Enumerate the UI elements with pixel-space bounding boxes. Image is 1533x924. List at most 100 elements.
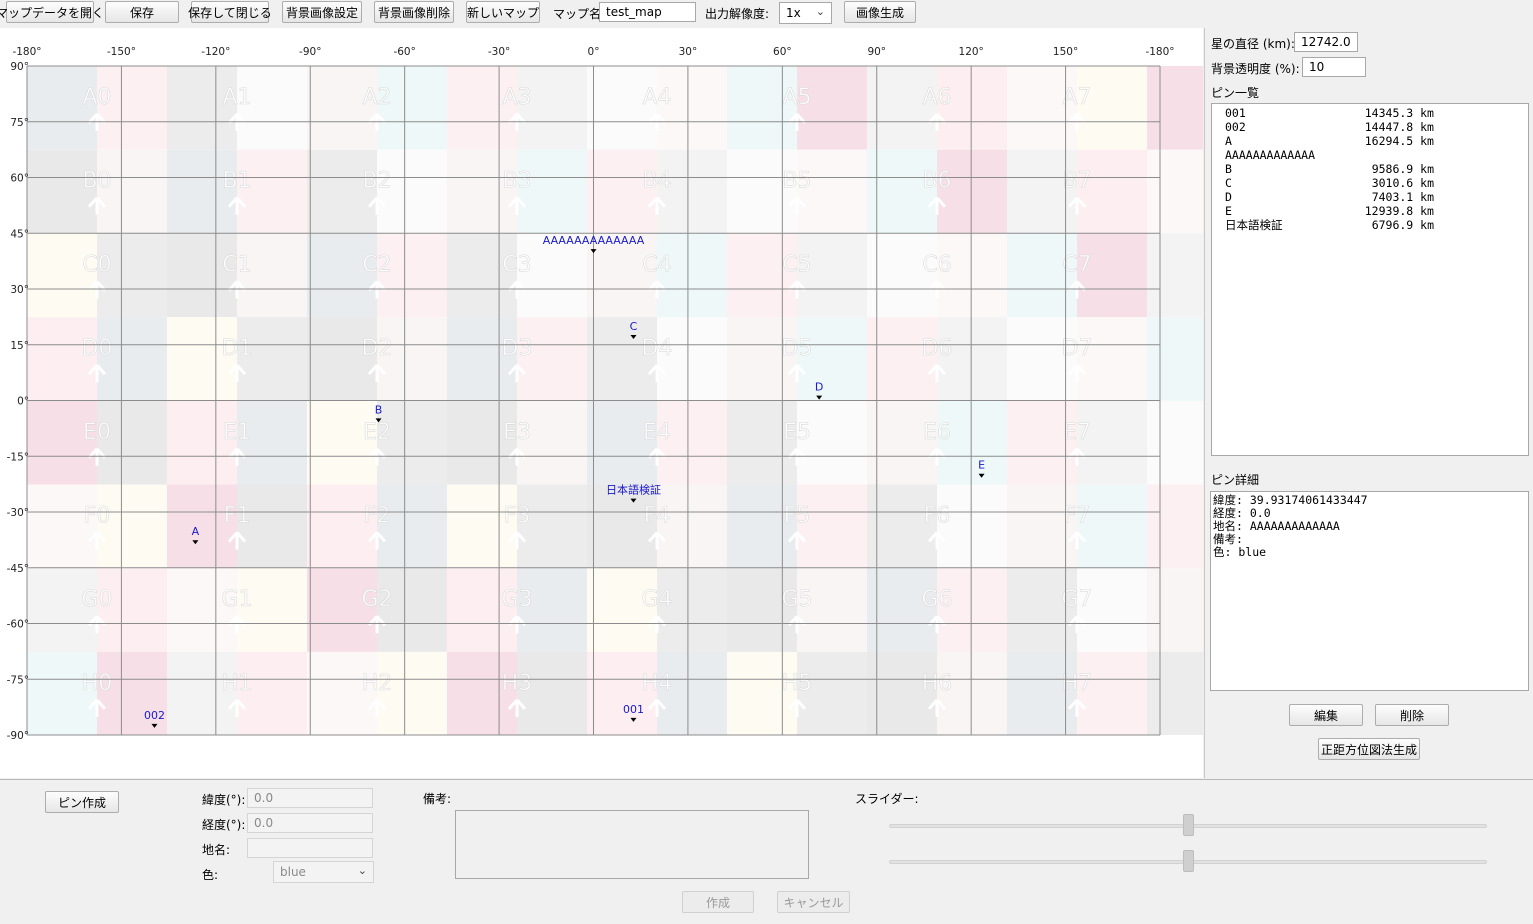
pin-label[interactable]: 001 bbox=[623, 703, 644, 716]
latitude-input[interactable]: 0.0 bbox=[247, 788, 373, 808]
planet-diameter-input[interactable]: 12742.0 bbox=[1294, 32, 1358, 52]
create-pin-button[interactable]: ピン作成 bbox=[45, 791, 119, 813]
pin-label[interactable]: 002 bbox=[144, 709, 165, 722]
background-opacity-input[interactable]: 10 bbox=[1302, 57, 1366, 77]
pin-marker-icon[interactable] bbox=[590, 249, 597, 254]
pin-marker-icon[interactable] bbox=[816, 395, 823, 400]
pin-marker-icon[interactable] bbox=[630, 717, 637, 722]
pin-label[interactable]: AAAAAAAAAAAAA bbox=[543, 234, 645, 247]
pin-list-item-distance: 12939.8 km bbox=[1364, 204, 1434, 218]
azimuthal-equidistant-button[interactable]: 正距方位図法生成 bbox=[1318, 738, 1420, 760]
map-pin[interactable]: C bbox=[630, 320, 638, 340]
tile-patch bbox=[1077, 400, 1147, 485]
arrow-up-icon bbox=[507, 196, 527, 215]
memo-textarea[interactable] bbox=[455, 810, 809, 879]
map-pin[interactable]: D bbox=[815, 381, 823, 400]
tile-patch bbox=[447, 66, 517, 150]
map-canvas[interactable]: A0 A1 A2 A3 A4 A5 A6 A7 B0 B1 B2 B3 B4 B5 B6 B7 C0 C1 C2 C3… bbox=[0, 28, 1203, 778]
tile-label: G7 bbox=[1061, 587, 1092, 612]
pin-detail-text[interactable]: 緯度: 39.93174061433447 経度: 0.0 地名: AAAAAAAA… bbox=[1210, 491, 1529, 691]
tile-patch bbox=[447, 484, 517, 569]
pin-list-item[interactable]: A 16294.5 km bbox=[1212, 134, 1528, 148]
pin-list-item[interactable]: 001 14345.3 km bbox=[1212, 106, 1528, 120]
tile-patch bbox=[937, 233, 1007, 318]
map-pin[interactable]: A bbox=[192, 525, 200, 545]
pin-marker-icon[interactable] bbox=[978, 473, 985, 478]
tile-patch bbox=[867, 484, 937, 569]
map-pin[interactable]: 001 bbox=[623, 703, 644, 722]
arrow-up-icon bbox=[787, 364, 807, 383]
tile-patch bbox=[307, 568, 377, 652]
tile-label: H5 bbox=[782, 671, 813, 696]
place-name-input[interactable] bbox=[247, 838, 373, 858]
output-resolution-select[interactable]: 1x ⌄ bbox=[779, 2, 832, 24]
set-background-image-button[interactable]: 背景画像設定 bbox=[282, 1, 362, 23]
map-pin[interactable]: 日本語検証 bbox=[606, 483, 661, 503]
tile-patch bbox=[587, 484, 657, 569]
pin-label[interactable]: 日本語検証 bbox=[606, 483, 661, 497]
create-button[interactable]: 作成 bbox=[682, 891, 754, 913]
longitude-input[interactable]: 0.0 bbox=[247, 813, 373, 833]
pin-label[interactable]: A bbox=[192, 525, 200, 538]
pin-list-item-name: D bbox=[1225, 190, 1232, 204]
pin-list-item[interactable]: 002 14447.8 km bbox=[1212, 120, 1528, 134]
pin-create-panel: ピン作成 緯度(°): 0.0 経度(°): 0.0 地名: 色: blue ⌄… bbox=[0, 779, 1533, 924]
pin-marker-icon[interactable] bbox=[630, 335, 637, 340]
map-pin[interactable]: 002 bbox=[144, 709, 165, 728]
tile-label: F0 bbox=[84, 504, 111, 529]
arrow-up-icon bbox=[87, 364, 107, 383]
tile-patch bbox=[167, 66, 237, 150]
pin-marker-icon[interactable] bbox=[151, 723, 158, 728]
color-label: 色: bbox=[202, 868, 219, 882]
tile-label: C2 bbox=[362, 252, 391, 277]
delete-background-image-button[interactable]: 背景画像削除 bbox=[374, 1, 454, 23]
tile-patch bbox=[587, 317, 657, 401]
arrow-up-icon bbox=[927, 196, 947, 215]
pin-list[interactable]: 001 14345.3 km 002 14447.8 km A 16294.5 km AAA… bbox=[1211, 103, 1529, 456]
pin-list-item[interactable]: 日本語検証 6796.9 km bbox=[1212, 218, 1528, 232]
longitude-labels: -180° -150° -120° -90° -60° -30° 0° 30° 60° 90° 12… bbox=[12, 46, 1174, 58]
save-and-close-button[interactable]: 保存して閉じる bbox=[188, 1, 272, 23]
map-pin[interactable]: B bbox=[375, 403, 383, 423]
new-map-button[interactable]: 新しいマップ bbox=[466, 1, 540, 23]
tile-patch bbox=[237, 651, 307, 736]
pin-label[interactable]: E bbox=[978, 459, 985, 472]
map-pin[interactable]: E bbox=[978, 459, 985, 478]
delete-button[interactable]: 削除 bbox=[1375, 704, 1449, 726]
edit-button[interactable]: 編集 bbox=[1289, 704, 1363, 726]
slider-2-thumb[interactable] bbox=[1183, 850, 1194, 872]
cancel-button[interactable]: キャンセル bbox=[777, 891, 850, 913]
pin-marker-icon[interactable] bbox=[375, 418, 382, 423]
slider-1-thumb[interactable] bbox=[1183, 814, 1194, 836]
tile-patch bbox=[1147, 484, 1203, 569]
pin-label[interactable]: B bbox=[375, 403, 383, 416]
latitude-label: -15° bbox=[7, 451, 29, 463]
arrow-up-icon bbox=[787, 698, 807, 717]
tile-patch bbox=[237, 233, 307, 318]
color-select[interactable]: blue ⌄ bbox=[273, 861, 374, 883]
pin-list-item-name: B bbox=[1225, 162, 1232, 176]
pin-list-item[interactable]: C 3010.6 km bbox=[1212, 176, 1528, 190]
tile-patch bbox=[307, 400, 377, 485]
tile-patch bbox=[167, 568, 237, 652]
pin-list-item[interactable]: B 9586.9 km bbox=[1212, 162, 1528, 176]
pin-marker-icon[interactable] bbox=[630, 498, 637, 503]
save-button[interactable]: 保存 bbox=[105, 1, 179, 23]
tile-label: H0 bbox=[82, 671, 113, 696]
pin-label[interactable]: C bbox=[630, 320, 638, 333]
map-pin[interactable]: AAAAAAAAAAAAA bbox=[543, 234, 645, 254]
pin-list-item[interactable]: E 12939.8 km bbox=[1212, 204, 1528, 218]
pin-list-item[interactable]: D 7403.1 km bbox=[1212, 190, 1528, 204]
pin-list-item[interactable]: AAAAAAAAAAAAA bbox=[1212, 148, 1528, 162]
arrow-up-icon bbox=[87, 196, 107, 215]
pin-label[interactable]: D bbox=[815, 381, 823, 394]
open-map-data-button[interactable]: マップデータを開く bbox=[0, 1, 104, 23]
pin-marker-icon[interactable] bbox=[192, 540, 199, 545]
tile-patch bbox=[1147, 149, 1203, 234]
chevron-down-icon: ⌄ bbox=[357, 864, 367, 877]
latitude-label: -45° bbox=[7, 563, 29, 575]
tile-patch bbox=[727, 400, 797, 485]
generate-image-button[interactable]: 画像生成 bbox=[844, 1, 916, 23]
map-name-input[interactable]: test_map bbox=[599, 2, 696, 22]
